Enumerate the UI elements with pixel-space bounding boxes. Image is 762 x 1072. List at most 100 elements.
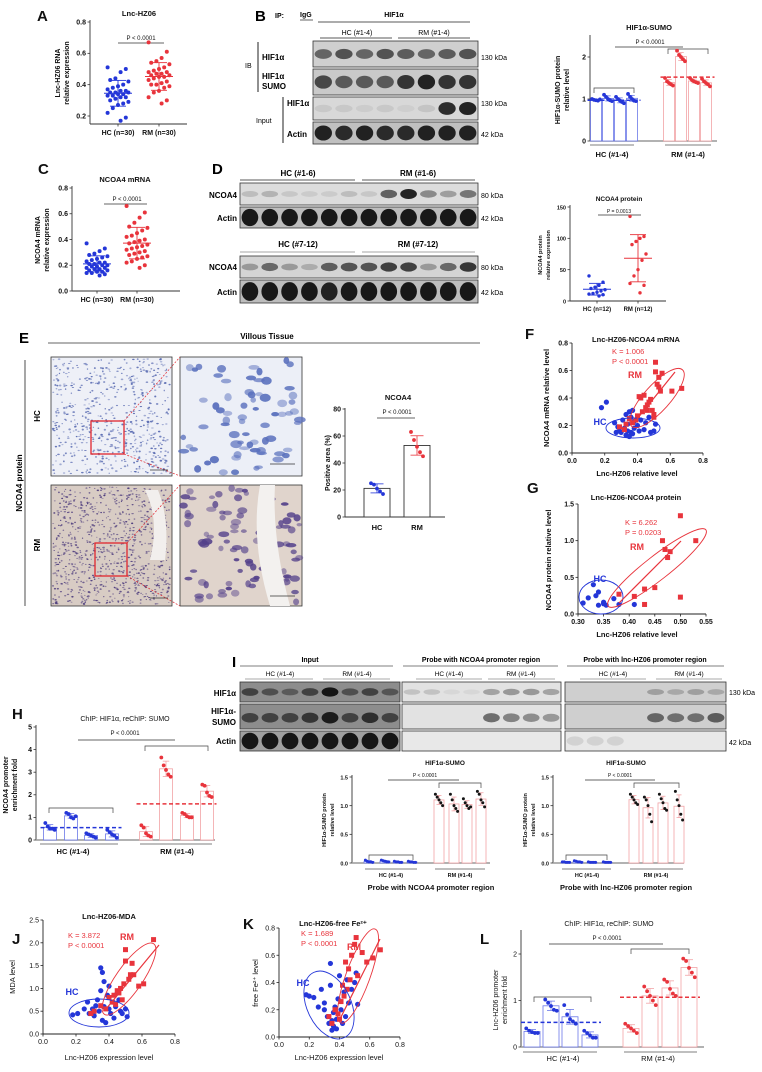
rm-point <box>409 430 413 434</box>
nucleus <box>160 380 163 382</box>
nucleus <box>138 456 141 458</box>
nucleus <box>144 528 147 531</box>
hc-point <box>108 98 113 103</box>
hc-point <box>84 265 89 270</box>
nucleus <box>167 526 170 528</box>
nucleus <box>165 559 168 561</box>
nucleus <box>85 505 87 507</box>
nucleus <box>55 412 58 414</box>
nucleus <box>187 496 197 501</box>
nucleus <box>74 423 76 426</box>
nucleus <box>116 367 120 369</box>
hc-point <box>527 1028 532 1033</box>
nucleus <box>164 400 166 402</box>
hif-header: HIF1α <box>384 12 404 19</box>
rm-header: RM (#1-4) <box>674 671 703 678</box>
y-tick-label: 0 <box>563 299 566 305</box>
blot-strip <box>239 681 401 703</box>
nucleus <box>148 550 150 553</box>
rm-point <box>671 83 675 88</box>
nucleus <box>146 595 149 597</box>
nucleus <box>149 531 151 533</box>
nucleus <box>115 565 118 567</box>
nucleus <box>63 412 67 415</box>
nucleus <box>110 359 113 361</box>
protein-band <box>459 125 477 141</box>
nucleus <box>105 367 108 369</box>
nucleus <box>131 445 135 448</box>
nucleus <box>157 583 160 585</box>
nucleus <box>118 522 122 524</box>
nucleus <box>76 579 79 581</box>
nucleus <box>126 523 129 526</box>
protein-band <box>261 190 279 198</box>
nucleus <box>149 403 151 405</box>
nucleus <box>97 427 100 429</box>
rm-point <box>164 49 169 54</box>
nucleus <box>96 472 99 474</box>
nucleus <box>140 517 143 519</box>
nucleus <box>296 522 302 527</box>
nucleus <box>168 602 170 603</box>
nucleus <box>74 573 77 574</box>
hc-ellipse <box>68 998 130 1028</box>
nucleus <box>103 428 107 431</box>
nucleus <box>165 470 167 473</box>
protein-band <box>361 732 379 750</box>
rm-point <box>626 416 632 422</box>
rm-point <box>161 763 166 768</box>
row-label: Actin <box>216 737 236 746</box>
hc-point <box>349 986 355 992</box>
nucleus <box>129 367 132 370</box>
nucleus <box>122 521 125 523</box>
y-tick-label: 1.0 <box>541 804 549 810</box>
rm-bar <box>475 798 487 864</box>
nucleus <box>62 516 65 519</box>
nucleus <box>55 537 58 539</box>
hc-point <box>126 99 131 104</box>
nucleus <box>88 430 90 433</box>
protein-band <box>438 74 456 90</box>
nucleus <box>164 439 167 442</box>
group-label: HC (#1-4) <box>379 873 403 879</box>
nucleus <box>53 512 56 514</box>
nucleus <box>114 501 117 503</box>
rm-point <box>681 818 685 822</box>
nucleus <box>89 468 92 471</box>
hc-point <box>543 997 548 1002</box>
protein-band <box>361 688 379 696</box>
nucleus <box>167 413 169 415</box>
hc-point <box>75 1010 81 1017</box>
nucleus <box>73 499 76 501</box>
nucleus <box>63 544 66 546</box>
protein-band <box>241 732 259 750</box>
nucleus <box>147 416 150 419</box>
nucleus <box>206 534 214 539</box>
nucleus <box>158 576 161 578</box>
blot-images <box>239 40 727 752</box>
y-axis-label: MDA level <box>8 960 17 994</box>
nucleus <box>120 600 124 602</box>
nucleus <box>88 412 92 414</box>
group-label: HC (#1-4) <box>547 1054 580 1063</box>
protein-band <box>281 688 299 696</box>
rm-point <box>164 70 169 75</box>
nucleus <box>107 398 111 401</box>
rm-point <box>364 959 370 965</box>
nucleus <box>133 540 135 542</box>
nucleus <box>146 510 149 513</box>
nucleus <box>81 600 84 602</box>
nucleus <box>111 553 114 556</box>
protein-band <box>376 125 394 141</box>
group-label: HC (#1-4) <box>57 847 90 856</box>
nucleus <box>149 599 152 601</box>
nucleus <box>76 446 78 448</box>
y-tick-label: 2 <box>513 951 517 958</box>
nucleus <box>57 569 60 572</box>
nucleus <box>125 532 128 535</box>
nucleus <box>52 598 55 600</box>
protein-band <box>314 49 332 59</box>
nucleus <box>152 433 156 435</box>
